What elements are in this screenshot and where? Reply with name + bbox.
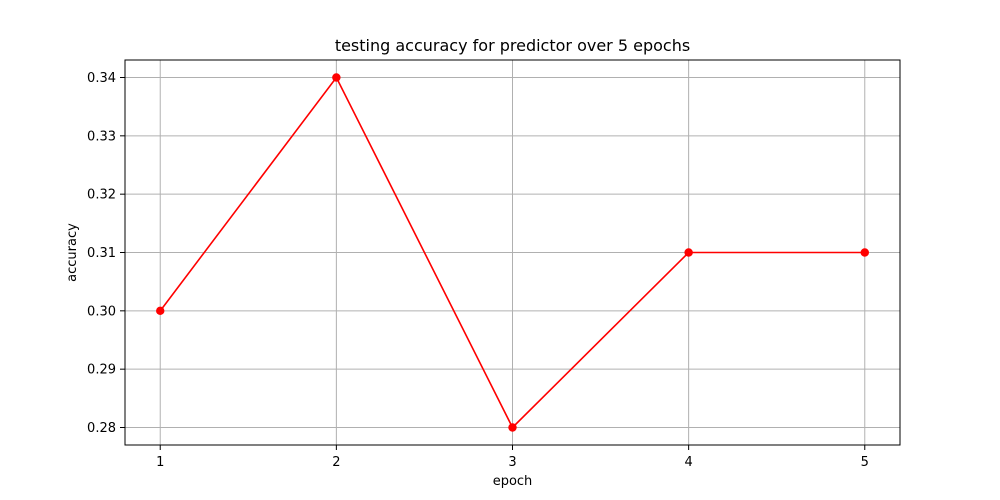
y-axis-ticks: 0.28 0.29 0.30 0.31 0.32 0.33 0.34 <box>87 71 125 436</box>
data-point <box>508 423 517 432</box>
chart-title: testing accuracy for predictor over 5 ep… <box>335 36 690 55</box>
series-group <box>156 73 869 432</box>
x-axis-label: epoch <box>493 474 533 489</box>
y-tick-label: 0.28 <box>87 421 116 436</box>
x-tick-label: 1 <box>156 455 164 470</box>
y-tick-label: 0.34 <box>87 71 116 86</box>
data-point <box>860 248 869 257</box>
x-tick-label: 4 <box>684 455 692 470</box>
x-axis-ticks: 1 2 3 4 5 <box>156 445 869 470</box>
y-tick-label: 0.30 <box>87 304 116 319</box>
y-axis-label: accuracy <box>65 223 80 282</box>
y-tick-label: 0.31 <box>87 246 116 261</box>
data-point <box>156 306 165 316</box>
data-point <box>684 248 693 257</box>
x-tick-label: 3 <box>508 455 516 470</box>
y-tick-label: 0.33 <box>87 129 116 144</box>
y-tick-label: 0.29 <box>87 363 116 378</box>
x-tick-label: 5 <box>861 455 869 470</box>
y-tick-label: 0.32 <box>87 188 116 203</box>
data-point <box>332 73 341 82</box>
x-tick-label: 2 <box>332 455 340 470</box>
